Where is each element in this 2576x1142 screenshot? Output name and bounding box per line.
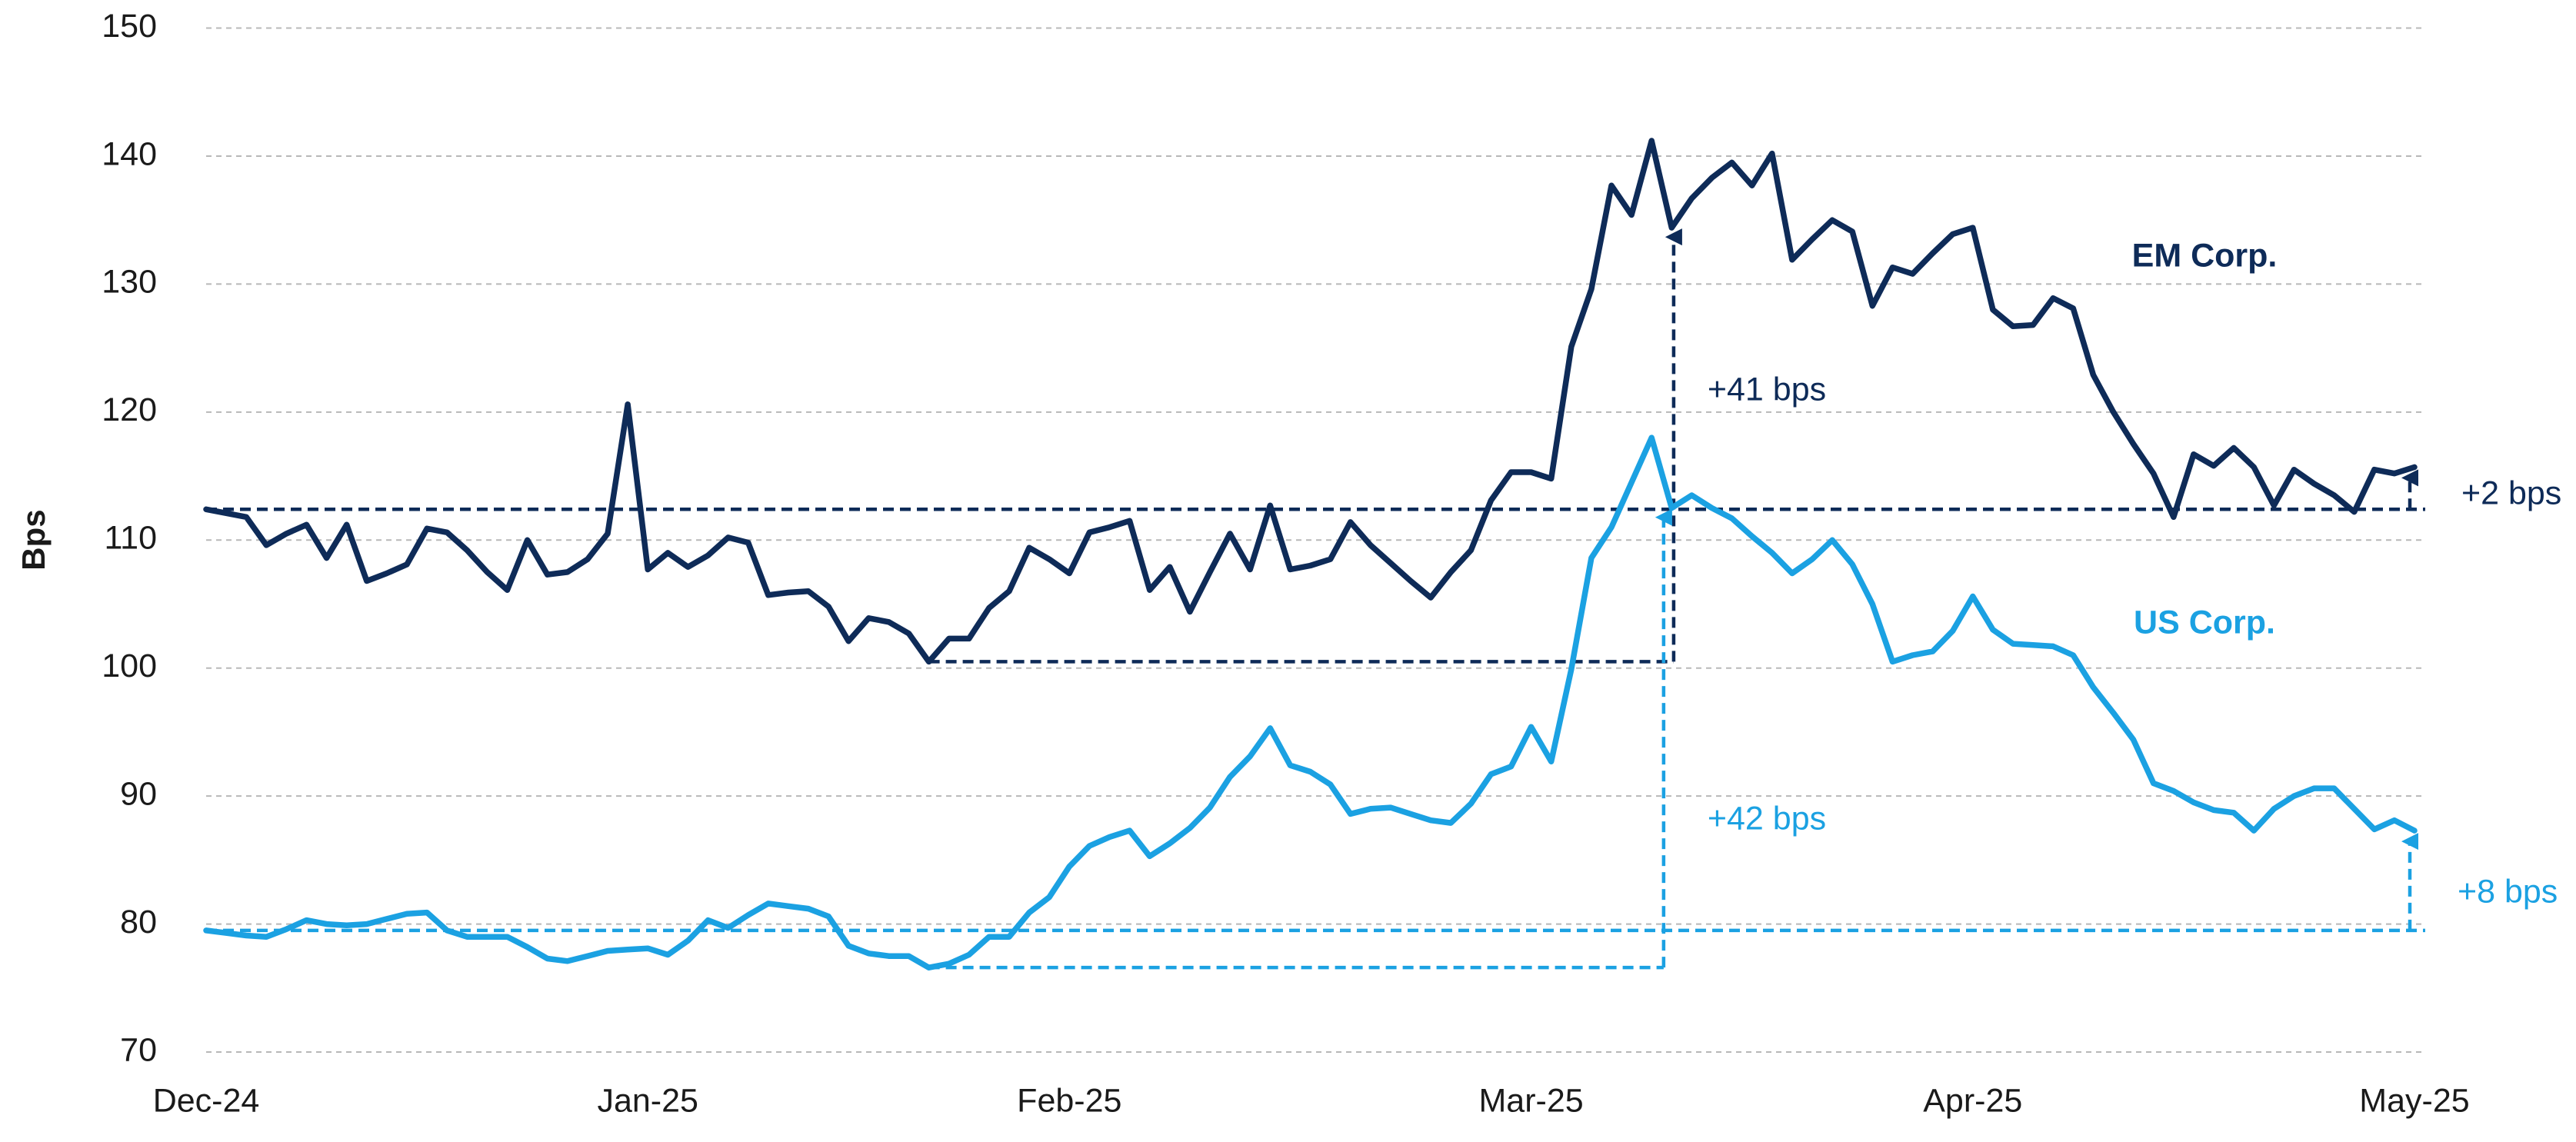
change-annotation: +2 bps <box>2461 474 2561 511</box>
x-tick-label: May-25 <box>2359 1082 2469 1119</box>
series-label: EM Corp. <box>2132 237 2278 274</box>
y-tick-label: 80 <box>120 904 157 941</box>
x-tick-label: Dec-24 <box>153 1082 260 1119</box>
y-tick-label: 100 <box>102 648 157 684</box>
change-annotation: +41 bps <box>1708 371 1826 408</box>
change-annotation: +8 bps <box>2458 873 2558 910</box>
y-tick-label: 110 <box>104 520 157 557</box>
y-axis-label: Bps <box>15 509 52 570</box>
series-line <box>203 434 2418 971</box>
x-tick-label: Apr-25 <box>1923 1082 2022 1119</box>
series-label: US Corp. <box>2134 604 2275 641</box>
y-tick-label: 90 <box>120 775 157 812</box>
y-tick-label: 130 <box>102 264 157 301</box>
y-tick-label: 70 <box>120 1031 157 1068</box>
y-tick-label: 150 <box>102 8 157 45</box>
series-line <box>203 138 2418 665</box>
x-tick-label: Jan-25 <box>597 1082 698 1119</box>
y-tick-label: 140 <box>102 135 157 172</box>
x-tick-label: Mar-25 <box>1478 1082 1583 1119</box>
y-tick-label: 120 <box>102 391 157 428</box>
change-annotation: +42 bps <box>1708 800 1826 837</box>
x-tick-label: Feb-25 <box>1017 1082 1121 1119</box>
